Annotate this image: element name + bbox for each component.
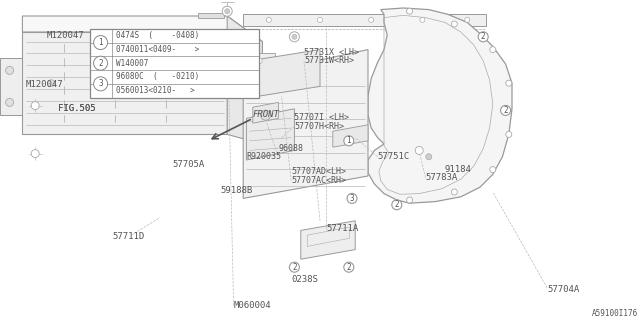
Circle shape	[93, 56, 108, 70]
Text: 57731X <LH>: 57731X <LH>	[304, 48, 359, 57]
Circle shape	[93, 36, 108, 50]
Circle shape	[420, 17, 425, 22]
Text: M120047: M120047	[26, 80, 63, 89]
Circle shape	[406, 8, 413, 14]
Circle shape	[31, 149, 39, 157]
Circle shape	[225, 9, 230, 14]
Text: 91184: 91184	[445, 165, 472, 174]
Text: W140007: W140007	[116, 59, 148, 68]
Circle shape	[317, 17, 323, 22]
Polygon shape	[243, 53, 275, 69]
Circle shape	[465, 17, 470, 22]
Circle shape	[256, 58, 262, 64]
Text: 3: 3	[349, 194, 355, 203]
Circle shape	[426, 154, 432, 160]
Text: 57707AD<LH>: 57707AD<LH>	[291, 167, 346, 176]
Circle shape	[415, 146, 423, 154]
Polygon shape	[22, 16, 262, 56]
Circle shape	[506, 80, 512, 86]
Text: FIG.505: FIG.505	[58, 104, 95, 113]
Text: 2: 2	[481, 32, 486, 41]
Text: 2: 2	[346, 263, 351, 272]
Polygon shape	[253, 102, 278, 123]
Circle shape	[406, 197, 413, 203]
Text: FIG.505: FIG.505	[58, 104, 95, 113]
Text: 3: 3	[99, 79, 103, 88]
Text: 57704A: 57704A	[547, 285, 579, 294]
Circle shape	[506, 132, 512, 137]
Text: 57751C: 57751C	[378, 152, 410, 161]
Text: 1: 1	[250, 71, 255, 80]
Text: FRONT: FRONT	[253, 110, 280, 119]
Bar	[90, 29, 259, 98]
Circle shape	[347, 193, 357, 204]
Text: 57731W<RH>: 57731W<RH>	[304, 56, 354, 65]
Circle shape	[222, 6, 232, 16]
Text: 96080C  (   -0210): 96080C ( -0210)	[116, 72, 199, 82]
Text: R920035: R920035	[246, 152, 282, 161]
Circle shape	[344, 136, 354, 146]
Text: 0474S  (    -0408): 0474S ( -0408)	[116, 31, 199, 40]
Polygon shape	[227, 16, 262, 144]
Circle shape	[392, 200, 402, 210]
Text: A59100I176: A59100I176	[592, 309, 638, 318]
Circle shape	[369, 17, 374, 22]
Text: 96088: 96088	[278, 144, 303, 153]
Text: 57707I <LH>: 57707I <LH>	[294, 113, 349, 122]
Polygon shape	[0, 58, 22, 115]
Text: 2: 2	[394, 200, 399, 209]
Text: 0238S: 0238S	[291, 276, 318, 284]
Circle shape	[451, 21, 458, 27]
Text: 57707H<RH>: 57707H<RH>	[294, 122, 344, 131]
Circle shape	[289, 262, 300, 272]
Text: M060004: M060004	[234, 301, 271, 310]
Circle shape	[490, 47, 496, 52]
Circle shape	[344, 262, 354, 272]
Text: 57783A: 57783A	[426, 173, 458, 182]
Circle shape	[490, 167, 496, 172]
Polygon shape	[368, 8, 512, 203]
Text: M120047: M120047	[47, 31, 84, 40]
Circle shape	[292, 34, 297, 39]
Polygon shape	[198, 13, 224, 18]
Text: 57711A: 57711A	[326, 224, 358, 233]
Text: 0740011<0409-    >: 0740011<0409- >	[116, 45, 199, 54]
Circle shape	[289, 32, 300, 42]
Circle shape	[93, 77, 108, 91]
Text: 1: 1	[99, 38, 103, 47]
Text: 0560013<0210-   >: 0560013<0210- >	[116, 86, 194, 95]
Text: 57711D: 57711D	[112, 232, 144, 241]
Circle shape	[478, 32, 488, 42]
Polygon shape	[333, 125, 368, 147]
Text: 1: 1	[346, 136, 351, 145]
Text: 59188B: 59188B	[221, 186, 253, 195]
Polygon shape	[243, 50, 368, 198]
Circle shape	[260, 110, 271, 120]
Circle shape	[6, 98, 13, 106]
Circle shape	[266, 17, 271, 22]
Text: 2: 2	[503, 106, 508, 115]
Polygon shape	[250, 50, 320, 98]
Text: 57705A: 57705A	[173, 160, 205, 169]
Circle shape	[125, 80, 131, 87]
Circle shape	[451, 189, 458, 195]
Polygon shape	[243, 14, 486, 26]
Circle shape	[195, 80, 202, 87]
Circle shape	[500, 105, 511, 116]
Circle shape	[48, 80, 54, 87]
Circle shape	[31, 102, 39, 109]
Circle shape	[6, 66, 13, 74]
Circle shape	[248, 70, 258, 80]
Text: 2: 2	[99, 59, 103, 68]
Polygon shape	[301, 221, 355, 259]
Polygon shape	[22, 32, 227, 134]
Text: 2: 2	[292, 263, 297, 272]
Polygon shape	[246, 109, 294, 160]
Text: 57707AC<RH>: 57707AC<RH>	[291, 176, 346, 185]
